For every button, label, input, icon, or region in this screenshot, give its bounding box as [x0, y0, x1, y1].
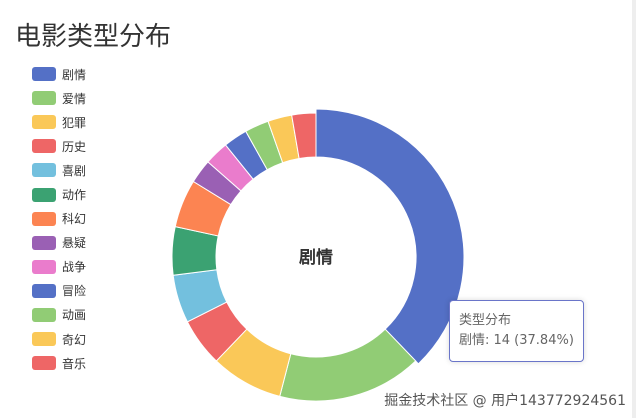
legend-swatch [32, 115, 56, 130]
legend-label: 音乐 [62, 356, 87, 371]
legend-label: 奇幻 [62, 332, 87, 347]
legend-swatch [32, 307, 56, 322]
legend: 剧情爱情犯罪历史喜剧动作科幻悬疑战争冒险动画奇幻音乐 [32, 62, 86, 375]
scrollbar[interactable] [632, 0, 636, 418]
legend-item[interactable]: 战争 [32, 255, 86, 279]
legend-label: 犯罪 [62, 115, 87, 130]
legend-label: 剧情 [62, 67, 87, 82]
legend-swatch [32, 259, 56, 274]
center-label: 剧情 [299, 247, 333, 268]
legend-item[interactable]: 音乐 [32, 351, 86, 375]
legend-item[interactable]: 科幻 [32, 207, 86, 231]
legend-label: 喜剧 [62, 163, 87, 178]
legend-swatch [32, 187, 56, 202]
legend-label: 科幻 [62, 212, 87, 227]
legend-item[interactable]: 悬疑 [32, 231, 86, 255]
legend-swatch [32, 283, 56, 298]
tooltip-title: 类型分布 [459, 313, 512, 328]
legend-label: 爱情 [62, 91, 87, 106]
legend-label: 动画 [62, 308, 87, 323]
legend-item[interactable]: 爱情 [32, 86, 86, 110]
legend-item[interactable]: 奇幻 [32, 327, 86, 351]
legend-item[interactable]: 犯罪 [32, 110, 86, 134]
legend-item[interactable]: 动作 [32, 182, 86, 206]
legend-swatch [32, 235, 56, 250]
slice-剧情[interactable] [315, 108, 465, 365]
legend-label: 动作 [62, 188, 87, 203]
legend-label: 历史 [62, 139, 87, 154]
chart-title: 电影类型分布 [15, 22, 172, 52]
legend-label: 冒险 [62, 284, 87, 299]
legend-label: 战争 [62, 260, 87, 275]
legend-swatch [32, 211, 56, 226]
legend-swatch [32, 139, 56, 154]
legend-item[interactable]: 冒险 [32, 279, 86, 303]
legend-item[interactable]: 喜剧 [32, 158, 86, 182]
tooltip-text: 剧情: 14 (37.84%) [459, 333, 574, 348]
legend-swatch [32, 332, 56, 347]
legend-label: 悬疑 [62, 236, 87, 251]
legend-item[interactable]: 历史 [32, 134, 86, 158]
legend-swatch [32, 91, 56, 106]
tooltip: 类型分布 剧情: 14 (37.84%) [449, 300, 584, 362]
legend-item[interactable]: 动画 [32, 303, 86, 327]
legend-item[interactable]: 剧情 [32, 62, 86, 86]
watermark: 掘金技术社区 @ 用户143772924561 [384, 393, 626, 409]
legend-swatch [32, 67, 56, 82]
slice-音乐[interactable] [291, 112, 317, 160]
legend-swatch [32, 163, 56, 178]
legend-swatch [32, 356, 56, 371]
